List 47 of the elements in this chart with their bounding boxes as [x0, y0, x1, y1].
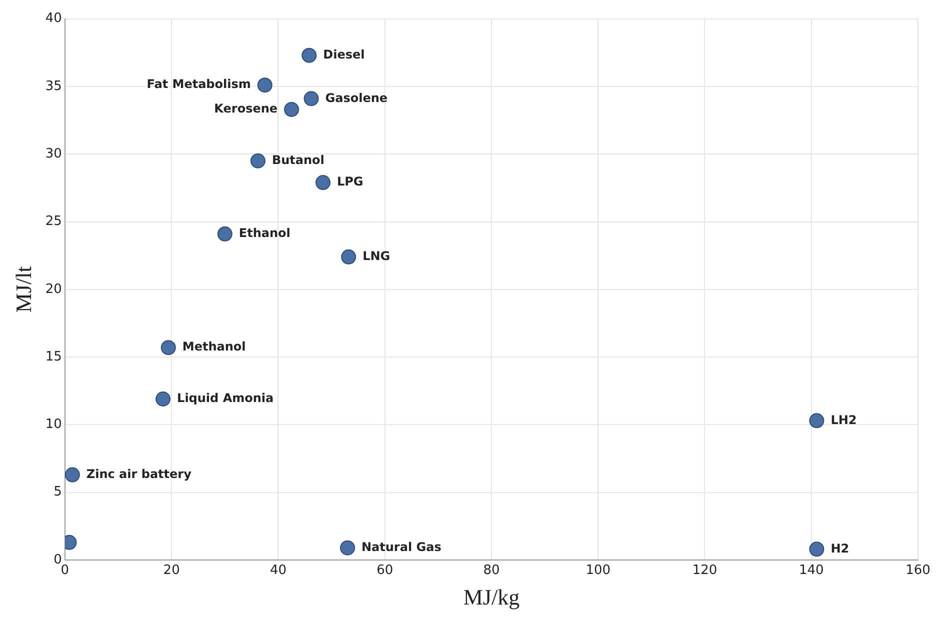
y-tick-label: 15	[45, 349, 62, 364]
annotation: Natural Gas	[362, 540, 442, 554]
annotation: Zinc air battery	[86, 466, 192, 481]
annotation: H2	[830, 541, 850, 556]
y-tick-label: 40	[45, 11, 62, 26]
point	[302, 48, 317, 63]
annotation: Methanol	[182, 340, 246, 354]
x-tick-label: 160	[906, 563, 930, 578]
y-tick-label: 25	[45, 214, 62, 230]
annotation: Liquid Amonia	[177, 391, 274, 406]
y-tick-label: 5	[54, 484, 62, 500]
point	[304, 91, 319, 106]
y-tick-label: 35	[45, 78, 62, 94]
x-tick-label: 20	[163, 563, 180, 578]
annotation: Gasolene	[325, 90, 388, 105]
y-tick-label: 30	[45, 146, 62, 162]
annotation: Ethanol	[238, 226, 290, 240]
point	[64, 467, 80, 482]
point	[809, 542, 824, 557]
y-tick-label: 20	[45, 282, 62, 297]
x-tick-label: 80	[483, 563, 500, 578]
annotation: LNG	[362, 249, 390, 264]
point	[160, 340, 176, 356]
y-tick-label: 0	[54, 552, 62, 568]
y-tick-label: 10	[45, 417, 62, 432]
annotation: Fat Metabolism	[146, 77, 251, 92]
x-tick-label: 120	[692, 563, 718, 578]
point	[284, 102, 300, 117]
point	[217, 226, 232, 242]
point	[340, 540, 356, 556]
annotation: LPG	[336, 174, 364, 189]
point	[250, 153, 266, 168]
annotation: Kerosene	[214, 102, 278, 116]
x-tick-label: 40	[270, 563, 286, 578]
x-tick-label: 60	[376, 563, 394, 578]
annotation: Diesel	[323, 47, 365, 62]
annotation: LH2	[830, 412, 857, 427]
point	[156, 391, 171, 406]
annotation: Butanol	[272, 152, 324, 167]
point	[257, 78, 272, 93]
x-axis-title: MJ/kg	[463, 584, 520, 610]
point	[341, 249, 356, 264]
x-tick-label: 140	[798, 563, 824, 578]
y-axis-title: MJ/lt	[10, 266, 36, 313]
point	[315, 175, 330, 190]
point	[809, 413, 824, 428]
x-tick-label: 100	[586, 563, 611, 578]
